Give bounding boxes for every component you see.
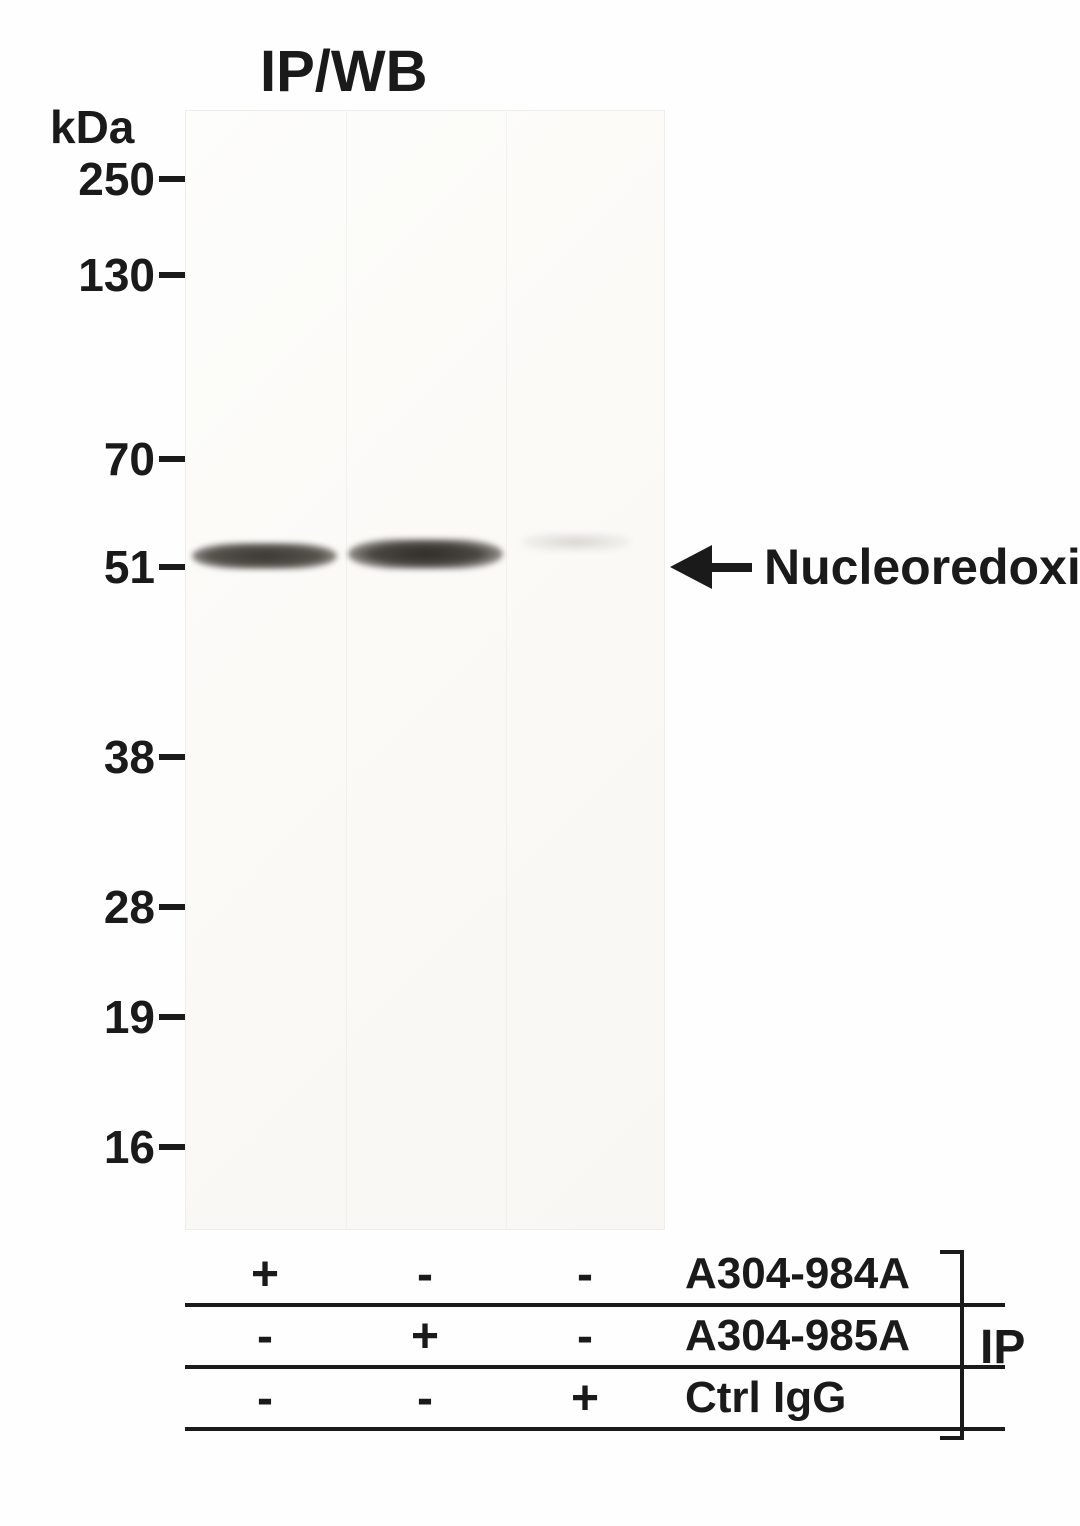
tick-dash — [159, 904, 187, 910]
ip-cell: + — [345, 1309, 505, 1364]
ip-cell: - — [345, 1247, 505, 1302]
antibody-name: Ctrl IgG — [665, 1373, 1005, 1423]
tick-dash — [159, 1144, 187, 1150]
band-lane-3 — [521, 533, 631, 551]
mw-tick-28: 28 — [50, 880, 187, 934]
bracket-top — [940, 1250, 964, 1254]
band-lane-1 — [192, 543, 337, 569]
target-band-annotation: Nucleoredoxin — [670, 538, 1080, 596]
figure-title: IP/WB — [260, 38, 428, 105]
table-row: - + - A304-985A — [185, 1307, 1005, 1369]
mw-tick-70: 70 — [50, 432, 187, 486]
arrow-left-icon — [670, 545, 712, 589]
target-protein-label: Nucleoredoxin — [764, 538, 1080, 596]
tick-dash — [159, 456, 187, 462]
tick-dash — [159, 176, 187, 182]
mw-tick-250: 250 — [50, 152, 187, 206]
mw-tick-130: 130 — [50, 248, 187, 302]
western-blot-figure: IP/WB kDa 250 130 70 51 38 28 19 16 Nucl… — [30, 30, 1050, 1496]
antibody-name: A304-985A — [665, 1311, 1005, 1361]
table-row: - - + Ctrl IgG — [185, 1369, 1005, 1431]
tick-dash — [159, 754, 187, 760]
ip-cell: - — [185, 1371, 345, 1426]
tick-dash — [159, 1014, 187, 1020]
lane-separator — [346, 111, 347, 1229]
ip-cell: - — [345, 1371, 505, 1426]
ip-cell: + — [185, 1247, 345, 1302]
ip-condition-table: + - - A304-984A - + - A304-985A - - + Ct… — [185, 1245, 1005, 1431]
table-row: + - - A304-984A — [185, 1245, 1005, 1307]
lane-separator — [506, 111, 507, 1229]
bracket-bottom — [940, 1436, 964, 1440]
band-lane-2 — [348, 539, 503, 569]
bracket-vertical — [960, 1250, 964, 1440]
blot-membrane — [185, 110, 665, 1230]
ip-cell: - — [505, 1309, 665, 1364]
antibody-name: A304-984A — [665, 1249, 1005, 1299]
ip-side-label: IP — [980, 1320, 1025, 1375]
tick-dash — [159, 272, 187, 278]
mw-tick-19: 19 — [50, 990, 187, 1044]
ip-cell: - — [185, 1309, 345, 1364]
tick-dash — [159, 564, 187, 570]
ip-cell: + — [505, 1371, 665, 1426]
axis-unit-label: kDa — [50, 100, 134, 154]
mw-tick-51: 51 — [50, 540, 187, 594]
mw-tick-38: 38 — [50, 730, 187, 784]
mw-tick-16: 16 — [50, 1120, 187, 1174]
ip-cell: - — [505, 1247, 665, 1302]
arrow-stem — [712, 563, 752, 572]
